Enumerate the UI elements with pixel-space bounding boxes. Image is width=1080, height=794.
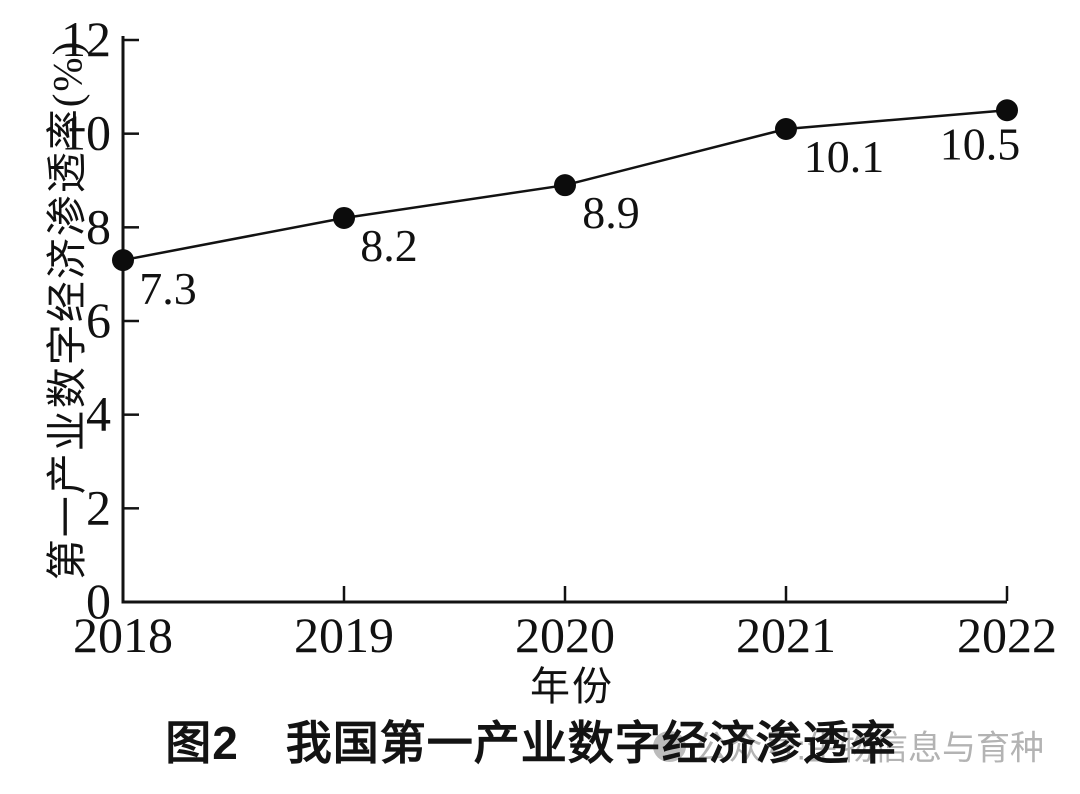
- x-tick-label: 2021: [736, 607, 836, 663]
- data-point-2022: [996, 99, 1018, 122]
- y-tick-label: 4: [86, 386, 111, 442]
- watermark-text: 公众号:生物信息与育种: [694, 729, 1044, 768]
- data-point-2018: [112, 249, 134, 272]
- data-point-label-2021: 10.1: [804, 131, 885, 182]
- data-point-2019: [333, 206, 355, 229]
- x-tick-label: 2019: [294, 607, 394, 663]
- x-axis-title: 年份: [530, 664, 614, 709]
- y-tick-label: 6: [86, 292, 111, 348]
- y-tick-label: 12: [61, 11, 111, 67]
- y-axis-title: 第一产业数字经济渗透率(%): [44, 39, 90, 581]
- y-tick-label: 8: [86, 198, 111, 254]
- data-point-2021: [775, 117, 797, 140]
- y-tick-label: 0: [86, 573, 111, 629]
- data-point-label-2020: 8.9: [582, 187, 640, 238]
- x-tick-label: 2022: [957, 607, 1057, 663]
- data-point-label-2022: 10.5: [940, 118, 1021, 169]
- watermark-circle-logo-icon: [653, 731, 686, 762]
- y-tick-label: 2: [86, 479, 111, 535]
- figure-caption: 图2 我国第一产业数字经济渗透率: [165, 717, 897, 769]
- y-tick-label: 10: [61, 105, 111, 161]
- x-tick-label: 2020: [515, 607, 615, 663]
- axes-spine: [121, 36, 1007, 604]
- x-tick-label: 2018: [73, 607, 173, 663]
- data-point-2020: [554, 174, 576, 197]
- data-point-label-2018: 7.3: [139, 263, 197, 314]
- data-point-label-2019: 8.2: [360, 220, 418, 271]
